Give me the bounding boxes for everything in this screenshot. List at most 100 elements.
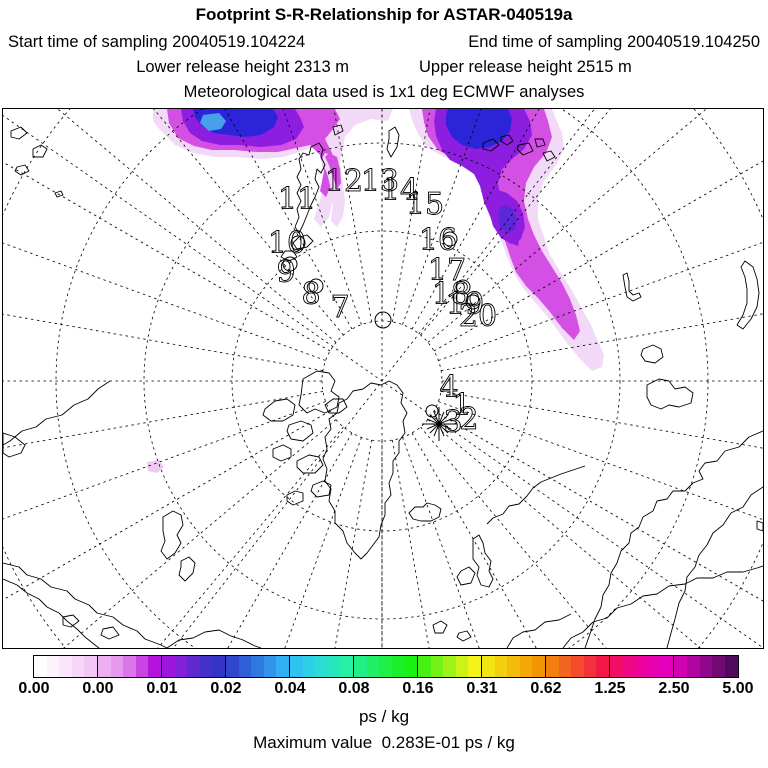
colorbar-tick-labels: 0.00 0.00 0.01 0.02 0.04 0.08 0.16 0.31 0.62 1.25… [0,680,768,698]
colorbar-tick: 0.31 [466,680,498,697]
colorbar-cell [59,656,72,677]
colorbar-cell [162,656,175,677]
colorbar-cell [443,656,456,677]
colorbar-cell [622,656,636,677]
track-position-circle [455,279,471,295]
coastlines [3,124,763,648]
max-value-label: Maximum value 0.283E-01 ps / kg [253,733,515,752]
colorbar-cell [430,656,444,677]
upper-release-label: Upper release height 2515 m [419,58,632,76]
track-marker-label: 14 [381,173,419,208]
colorbar-cell [340,656,353,677]
colorbar-cell [507,656,520,677]
track-position-circle [308,278,324,294]
colorbar-cell [187,656,200,677]
colorbar-segment [418,656,482,677]
start-time-label: Start time of sampling 20040519.104224 [8,33,306,51]
track-marker-label: 20 [459,299,497,334]
colorbar-cell [647,656,661,677]
colorbar-cell [34,656,47,677]
track-marker-label: 10 [268,226,306,261]
map-panel: 1 2 3 4 7 8 9 10 11 12 13 14 15 16 17 18 19 20 [2,108,764,649]
colorbar-cell [148,656,161,677]
colorbar-tick: 1.25 [594,680,626,697]
sampling-times-line: Start time of sampling 20040519.104224 E… [0,33,768,52]
track-position-circle [442,231,458,247]
colorbar-cell [46,656,60,677]
track-marker-label: 12 [325,164,363,199]
colorbar-tick: 0.04 [274,680,306,697]
colorbar-cell [315,656,328,677]
plume-region-blue [446,109,512,149]
end-time-label: End time of sampling 20040519.104250 [468,33,760,51]
colorbar-cell [226,656,239,677]
colorbar-tick: 0.62 [530,680,562,697]
colorbar-cell [276,656,289,677]
track-marker-label: 2 [459,402,478,437]
colorbar-segment [610,656,674,677]
colorbar-cell [251,656,264,677]
colorbar-cell [391,656,405,677]
colorbar-segment [162,656,226,677]
colorbar-cell [174,656,188,677]
track-marker-label: 8 [301,277,320,312]
track-position-circle [290,235,306,251]
colorbar-tick: 0.00 [82,680,114,697]
colorbar-cell [327,656,341,677]
colorbar-cell [674,656,687,677]
colorbar-tick: 0.08 [338,680,370,697]
colorbar-segment [674,656,738,677]
colorbar-cell [110,656,124,677]
colorbar-segment [34,656,98,677]
colorbar-cell [199,656,213,677]
plume-contours [147,109,604,473]
colorbar-cell [686,656,700,677]
colorbar-cell [532,656,545,677]
track-marker-label: 4 [439,370,458,405]
colorbar-cell [404,656,417,677]
colorbar-cell [290,656,303,677]
track-position-circle [425,404,439,418]
colorbar-cell [238,656,252,677]
page-title: Footprint S-R-Relationship for ASTAR-040… [195,5,573,24]
colorbar-segment [354,656,418,677]
colorbar-cell [660,656,673,677]
plume-region-violet [498,205,517,234]
colorbar-cell [123,656,136,677]
colorbar-tick: 5.00 [722,680,754,697]
track-marker-label: 7 [330,290,349,325]
track-marker-label: 1 [452,388,471,423]
colorbar-cell [84,656,97,677]
colorbar-cell [635,656,648,677]
colorbar-cell [699,656,713,677]
colorbar-cell [558,656,572,677]
track-marker-label: 18 [432,277,470,312]
colorbar-cell [571,656,584,677]
colorbar-segment [546,656,610,677]
met-data-label: Meteorological data used is 1x1 deg ECMW… [183,83,585,101]
colorbar-segment [482,656,546,677]
colorbar-cell [212,656,225,677]
plume-region-magenta [325,153,341,189]
release-star-icon [422,407,456,441]
colorbar-cell [596,656,609,677]
release-heights-line: Lower release height 2313 m Upper releas… [0,58,768,77]
colorbar-cell [546,656,559,677]
track-marker-label: 19 [446,287,484,322]
track-position-circle [465,294,481,310]
colorbar-tick: 0.02 [210,680,242,697]
colorbar-cell [712,656,726,677]
colorbar-cell [135,656,149,677]
track-marker-label: 3 [443,405,462,440]
colorbar-segment [226,656,290,677]
colorbar-tick: 0.16 [402,680,434,697]
colorbar-cell [519,656,533,677]
colorbar-cell [379,656,392,677]
colorbar-tick: 0.01 [146,680,178,697]
colorbar-cell [468,656,481,677]
track-marker-label: 11 [278,182,316,217]
colorbar-cell [725,656,738,677]
lower-release-label: Lower release height 2313 m [136,58,349,76]
